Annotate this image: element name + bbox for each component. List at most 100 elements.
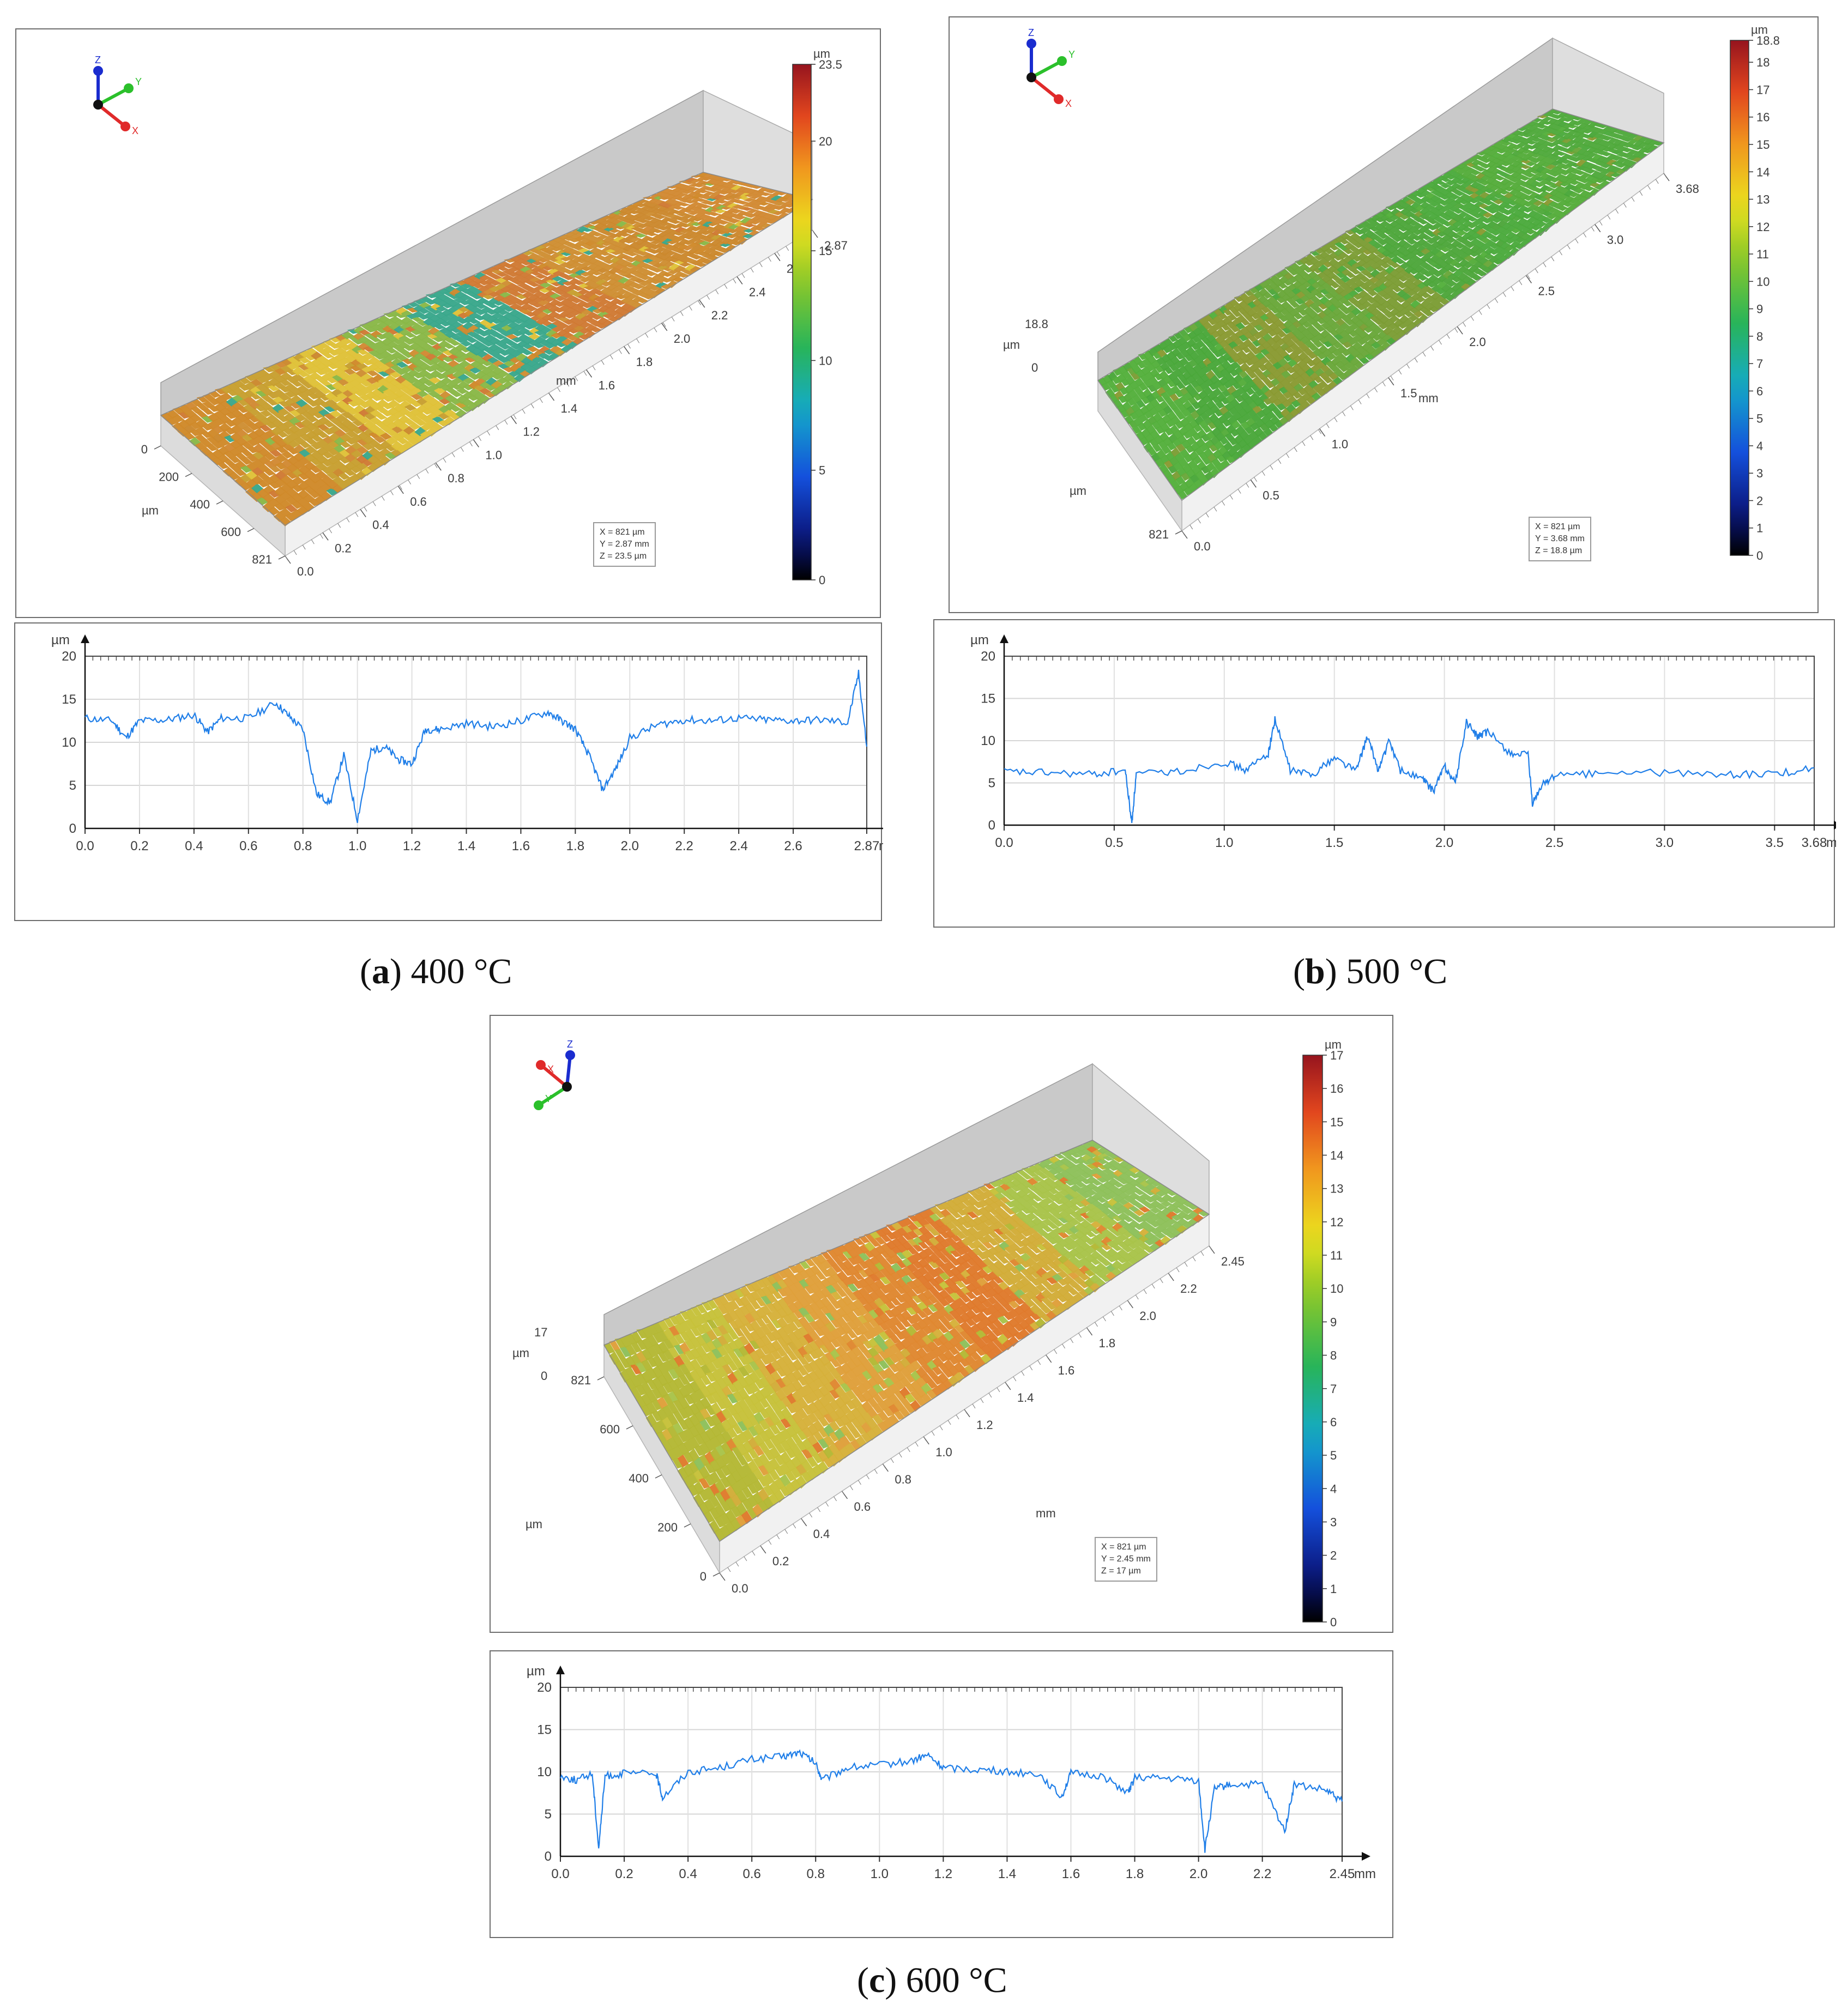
y-tick-label: 20 bbox=[981, 649, 995, 664]
length-tick-label: 1.8 bbox=[636, 355, 653, 369]
colorbar-tick-label: 5 bbox=[819, 464, 825, 477]
minor-tick bbox=[575, 376, 578, 382]
surface-frame-b: 0.0 0.5 1.0 1.5 2.0 2.5 3.0 3.68 mm 821 µm 18.8 µm 0 µ… bbox=[949, 16, 1819, 613]
minor-tick bbox=[1326, 423, 1330, 428]
x-tick-label: 1.5 bbox=[1325, 836, 1343, 850]
x-tick-label: 0.4 bbox=[185, 839, 203, 853]
x-tick-label: 1.8 bbox=[566, 839, 584, 853]
minor-tick bbox=[601, 360, 605, 365]
y-axis-arrow bbox=[81, 634, 89, 643]
minor-tick bbox=[759, 262, 763, 268]
surface-svg-a: 0.00.20.40.60.81.01.21.41.61.82.02.22.42… bbox=[93, 47, 848, 587]
minor-tick bbox=[1502, 292, 1506, 297]
info-box-b: X = 821 µm Y = 3.68 mm Z = 18.8 µm bbox=[1529, 517, 1591, 561]
width-tick-label: 200 bbox=[159, 470, 179, 484]
colorbar-tick-label: 6 bbox=[1756, 384, 1763, 398]
minor-tick bbox=[1543, 262, 1547, 268]
profile-frame-a: 0 5 10 15 20 0.0 0.2 0.4 0.6 0.8 1.0 1.2 1.4 1.6 1.8 2.… bbox=[14, 622, 883, 921]
length-tick-label: 1.6 bbox=[599, 378, 615, 392]
y-axis-arrow bbox=[1000, 634, 1008, 643]
length-tick bbox=[661, 323, 668, 331]
colorbar bbox=[1730, 40, 1749, 556]
caption-text-a: 400 °C bbox=[401, 952, 512, 991]
minor-tick bbox=[662, 322, 666, 327]
minor-tick bbox=[812, 229, 816, 235]
minor-tick bbox=[434, 463, 438, 468]
length-axis-unit: mm bbox=[1418, 391, 1439, 405]
minor-tick bbox=[777, 251, 780, 257]
colorbar-tick-label: 1 bbox=[1756, 522, 1763, 535]
x-tick-label: 1.2 bbox=[403, 839, 421, 853]
minor-tick bbox=[1318, 429, 1321, 434]
minor-tick bbox=[1639, 191, 1643, 196]
length-tick bbox=[1525, 275, 1532, 283]
x-arrow bbox=[1030, 76, 1060, 101]
caption-a: (a) 400 °C bbox=[360, 952, 512, 991]
minor-tick bbox=[1254, 477, 1258, 482]
profile-line bbox=[1004, 716, 1815, 824]
minor-tick bbox=[1623, 203, 1627, 208]
info-x: X = 821 µm bbox=[1535, 522, 1580, 531]
minor-tick bbox=[1366, 393, 1370, 398]
caption-letter-a: a bbox=[371, 952, 390, 991]
minor-tick bbox=[346, 517, 350, 523]
x-arrow-head bbox=[1054, 94, 1064, 104]
length-tick bbox=[736, 276, 743, 284]
y-arrow bbox=[1030, 59, 1063, 79]
x-tick-label: 2.4 bbox=[729, 839, 747, 853]
colorbar bbox=[792, 64, 812, 580]
x-tick-label: 3.68 bbox=[1802, 836, 1827, 850]
x-tick-label: 2.2 bbox=[675, 839, 693, 853]
length-tick bbox=[1595, 224, 1601, 233]
x-tick-label: 2.0 bbox=[1435, 836, 1453, 850]
minor-tick bbox=[768, 257, 771, 262]
minor-tick bbox=[1527, 274, 1530, 280]
minor-tick bbox=[1189, 524, 1193, 530]
minor-tick bbox=[1398, 370, 1402, 375]
axis-triad: ZYX bbox=[93, 55, 142, 136]
minor-tick bbox=[311, 539, 315, 544]
minor-tick bbox=[1181, 530, 1185, 536]
x-tick-label: 2.6 bbox=[784, 839, 802, 853]
minor-tick bbox=[566, 382, 570, 387]
minor-tick bbox=[1511, 286, 1514, 291]
y-tick-label: 5 bbox=[69, 778, 76, 793]
minor-tick bbox=[1535, 268, 1538, 274]
minor-tick bbox=[451, 452, 455, 457]
caption-b: (b) 500 °C bbox=[1293, 952, 1448, 991]
minor-tick bbox=[1350, 405, 1354, 410]
length-tick-label: 2.5 bbox=[1538, 284, 1555, 298]
width-axis-unit: µm bbox=[142, 504, 159, 517]
minor-tick bbox=[1213, 507, 1217, 512]
minor-tick bbox=[1519, 280, 1523, 286]
length-tick-label: 0.5 bbox=[1263, 488, 1279, 502]
length-tick bbox=[1457, 326, 1463, 335]
x-label: X bbox=[132, 125, 138, 136]
surface-frame-a: 0.0 0.2 0.4 0.6 0.8 1.0 1.2 1.4 1.6 1.8 2.0 2.2 2.4 2… bbox=[15, 28, 881, 618]
colorbar-unit: µm bbox=[1751, 23, 1768, 37]
width-tick bbox=[185, 473, 192, 477]
minor-tick bbox=[443, 458, 446, 463]
x-tick-label: 0.5 bbox=[1105, 836, 1123, 850]
minor-tick bbox=[1470, 316, 1474, 321]
minor-tick bbox=[1310, 435, 1314, 440]
length-tick-label: 0.6 bbox=[410, 495, 427, 508]
width-tick bbox=[154, 445, 161, 450]
colorbar-tick-label: 13 bbox=[1756, 193, 1770, 207]
length-tick-label: 2.4 bbox=[749, 285, 766, 299]
minor-tick bbox=[1246, 483, 1249, 488]
info-box-a: X = 821 µm Y = 2.87 mm Z = 23.5 µm bbox=[593, 522, 656, 567]
y-tick-label: 10 bbox=[62, 735, 76, 750]
info-y: Y = 2.87 mm bbox=[600, 540, 649, 549]
minor-tick bbox=[698, 300, 701, 305]
minor-tick bbox=[1358, 399, 1362, 404]
minor-tick bbox=[1631, 197, 1635, 202]
length-tick bbox=[473, 439, 479, 447]
minor-tick bbox=[1334, 417, 1338, 422]
minor-tick bbox=[1655, 179, 1659, 184]
info-z: Z = 18.8 µm bbox=[1535, 546, 1583, 555]
length-tick-label: 2.0 bbox=[674, 332, 691, 346]
length-tick bbox=[397, 486, 404, 494]
minor-tick bbox=[786, 246, 789, 251]
